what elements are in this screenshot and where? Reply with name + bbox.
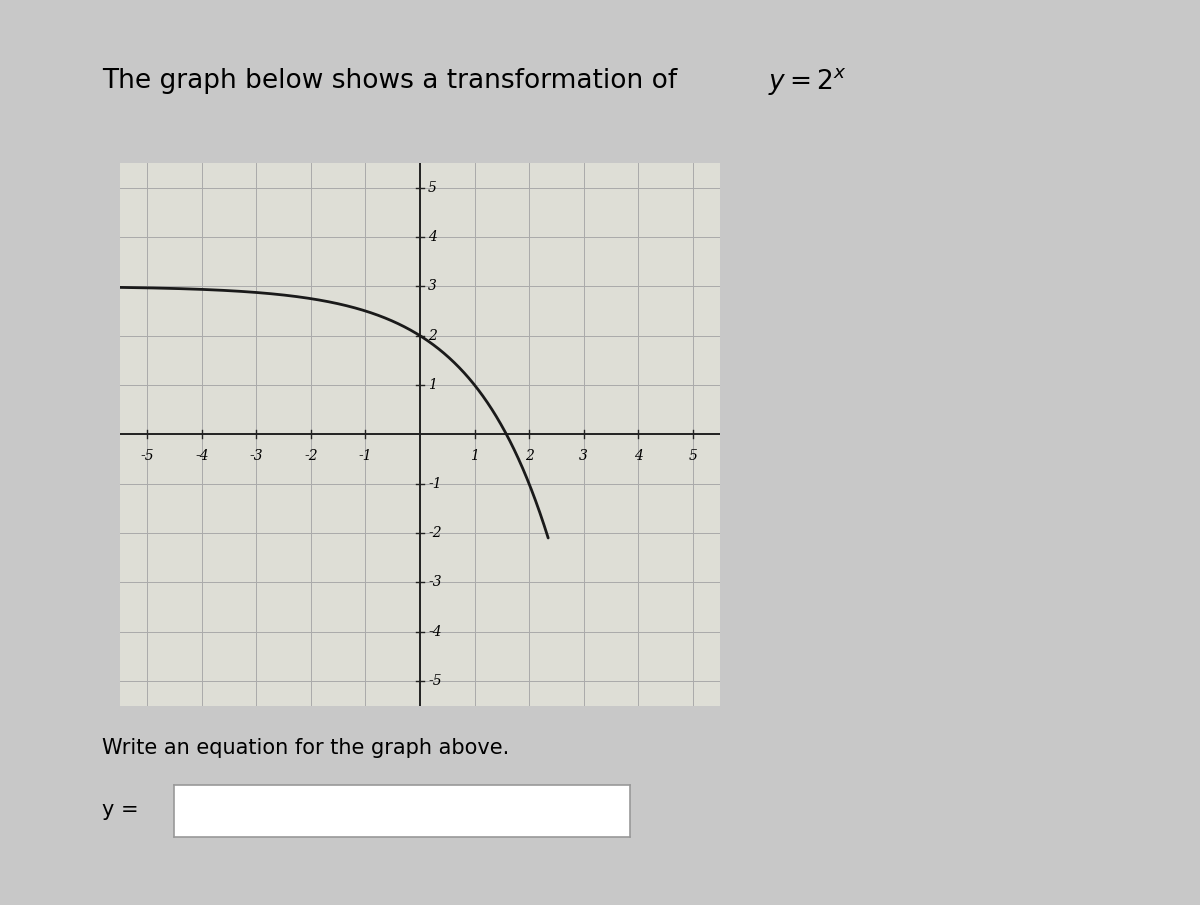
Text: $y = 2^x$: $y = 2^x$ [768, 66, 847, 97]
Text: 4: 4 [428, 230, 437, 244]
Text: -2: -2 [428, 526, 442, 540]
Text: 1: 1 [470, 449, 479, 463]
Text: -5: -5 [140, 449, 154, 463]
Text: 4: 4 [634, 449, 643, 463]
Text: -3: -3 [250, 449, 263, 463]
Text: -3: -3 [428, 576, 442, 589]
Text: y =: y = [102, 800, 139, 820]
Text: Write an equation for the graph above.: Write an equation for the graph above. [102, 738, 509, 757]
Text: The graph below shows a transformation of: The graph below shows a transformation o… [102, 69, 685, 94]
Text: -4: -4 [428, 624, 442, 639]
Text: 3: 3 [580, 449, 588, 463]
Text: 3: 3 [428, 280, 437, 293]
Text: 5: 5 [689, 449, 697, 463]
Text: 5: 5 [428, 181, 437, 195]
Text: -1: -1 [359, 449, 372, 463]
Text: -1: -1 [428, 477, 442, 491]
Text: -5: -5 [428, 674, 442, 688]
Text: -2: -2 [304, 449, 318, 463]
Text: -4: -4 [196, 449, 209, 463]
Text: 1: 1 [428, 378, 437, 392]
Text: 2: 2 [428, 329, 437, 343]
Text: 2: 2 [524, 449, 534, 463]
